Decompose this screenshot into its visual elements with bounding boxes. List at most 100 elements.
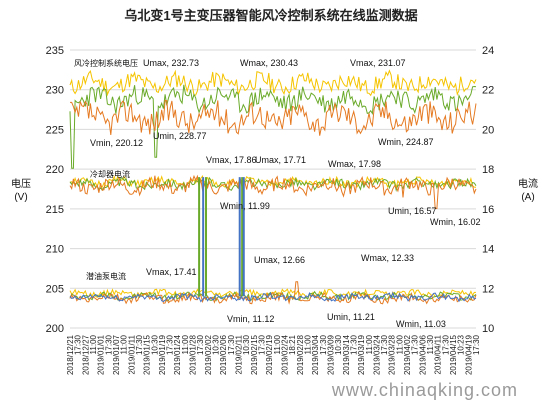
left-tick-label-1: 205	[46, 283, 64, 295]
x-tick-label-9: 17:30	[135, 334, 144, 355]
annotation-label-2: Vmax, 231.07	[350, 58, 406, 68]
x-tick-label-8: 2019/01/11	[127, 334, 136, 374]
x-tick-label-2: 2018/12/27	[81, 334, 90, 375]
annotation-label-1: Wmax, 230.43	[240, 58, 298, 68]
series-lines	[69, 69, 477, 305]
x-tick-label-10: 2019/01/15	[143, 334, 152, 375]
right-tick-label-6: 22	[482, 85, 494, 97]
series-voltage-u	[69, 69, 477, 97]
x-tick-label-18: 2019/02/02	[204, 334, 213, 375]
left-axis-ticks: 200 205 210 215 220 225 230 235	[46, 45, 64, 335]
x-tick-label-25: 17:30	[258, 334, 267, 355]
annotation-label-9: Wmin, 11.99	[220, 201, 270, 211]
x-tick-label-43: 11:00	[395, 334, 404, 354]
group-label-0: 风冷控制系统电压	[74, 58, 138, 68]
x-tick-label-27: 11:00	[273, 334, 282, 354]
x-tick-label-33: 17:30	[319, 334, 328, 355]
x-tick-label-20: 2019/02/06	[219, 334, 228, 375]
right-axis-label-top: 电流	[518, 177, 538, 190]
series-pump-blue	[69, 291, 477, 303]
x-tick-label-22: 2019/02/11	[235, 334, 244, 374]
x-tick-label-29: 18:21	[288, 334, 297, 355]
right-axis-label-bottom: (A)	[521, 192, 534, 203]
x-tick-label-4: 2019/01/01	[97, 334, 106, 375]
right-tick-label-5: 20	[482, 124, 494, 136]
chart-title: 乌北变1号主变压器智能风冷控制系统在线监测数据	[124, 8, 417, 23]
annotation-label-14: Wmax, 12.33	[361, 253, 414, 263]
annotation-label-0: Umax, 232.73	[143, 58, 199, 68]
x-tick-label-44: 2019/04/02	[403, 334, 412, 375]
x-tick-label-26: 2019/02/19	[265, 334, 274, 375]
x-tick-label-30: 2019/02/28	[296, 334, 305, 375]
left-tick-label-0: 200	[46, 323, 64, 335]
x-tick-label-53: 17:30	[472, 334, 481, 355]
right-tick-label-3: 16	[482, 204, 494, 216]
annotation-label-4: Umin, 228.77	[153, 131, 207, 141]
left-tick-label-5: 225	[46, 124, 64, 136]
left-axis-label-top: 电压	[11, 177, 31, 190]
x-tick-label-38: 2019/03/19	[357, 334, 366, 375]
x-tick-label-0: 2018/12/21	[66, 334, 75, 375]
series-pump-w	[69, 281, 477, 305]
annotation-label-7: Umax, 17.71	[255, 155, 306, 165]
x-tick-label-47: 11:30	[426, 334, 435, 354]
x-tick-label-46: 2019/04/06	[418, 334, 427, 375]
x-tick-label-16: 2019/01/28	[189, 334, 198, 375]
x-tick-label-49: 17:30	[441, 334, 450, 355]
x-tick-label-15: 11:00	[181, 334, 190, 354]
annotation-label-15: Vmin, 11.12	[227, 314, 274, 324]
x-tick-label-1: 17:30	[74, 334, 83, 355]
annotation-label-11: Wmin, 16.02	[430, 217, 481, 227]
x-tick-label-40: 2019/03/24	[372, 334, 381, 375]
x-tick-label-31: 11:00	[303, 334, 312, 354]
right-tick-label-4: 18	[482, 164, 494, 176]
group-label-2: 潜油泵电流	[86, 271, 126, 281]
annotation-label-12: Vmax, 17.41	[146, 267, 197, 277]
annotation-label-5: Wmin, 224.87	[378, 137, 434, 147]
x-tick-label-5: 17:30	[104, 334, 113, 355]
series-cooler-w	[69, 174, 477, 209]
watermark-text: www.chinaqking.com	[331, 380, 518, 400]
x-tick-label-3: 11:00	[89, 334, 98, 354]
left-tick-label-6: 230	[46, 85, 64, 97]
x-tick-label-21: 17:30	[227, 334, 236, 355]
x-tick-label-45: 17:30	[411, 334, 420, 355]
annotation-label-16: Umin, 11.21	[327, 312, 375, 322]
x-tick-label-39: 11:00	[365, 334, 374, 354]
left-tick-label-2: 210	[46, 244, 64, 256]
x-tick-label-7: 11:00	[120, 334, 129, 354]
x-tick-label-24: 2019/02/15	[250, 334, 259, 375]
annotation-label-17: Wmin, 11.03	[396, 319, 446, 329]
series-voltage-w	[70, 99, 477, 136]
annotation-label-13: Umax, 12.66	[254, 255, 305, 265]
group-label-1: 冷却器电流	[90, 169, 130, 179]
annotation-label-3: Vmin, 220.12	[90, 138, 143, 148]
x-tick-label-48: 2019/04/11	[434, 334, 443, 374]
right-tick-label-0: 10	[482, 323, 494, 335]
x-tick-label-17: 17:30	[196, 334, 205, 355]
annotations: Umax, 232.73 Wmax, 230.43 Vmax, 231.07 Vmin…	[74, 58, 481, 329]
x-tick-label-12: 2019/01/19	[158, 334, 167, 375]
annotation-label-10: Umin, 16.57	[388, 206, 437, 216]
x-tick-label-28: 2019/02/24	[280, 334, 289, 375]
x-tick-label-37: 17:30	[349, 334, 358, 355]
x-tick-label-41: 17:30	[380, 334, 389, 355]
right-tick-label-1: 12	[482, 283, 494, 295]
right-tick-label-2: 14	[482, 244, 494, 256]
x-tick-label-13: 17:30	[166, 334, 175, 355]
annotation-label-8: Wmax, 17.98	[328, 159, 381, 169]
left-tick-label-4: 220	[46, 164, 64, 176]
x-axis-ticks: 2018/12/2117:302018/12/2711:002019/01/01…	[66, 334, 481, 375]
x-tick-label-51: 10:23	[457, 334, 466, 355]
left-axis-label-bottom: (V)	[14, 192, 27, 203]
x-tick-label-34: 2019/03/09	[326, 334, 335, 375]
x-tick-label-6: 2019/01/07	[112, 334, 121, 375]
x-tick-label-14: 2019/01/24	[173, 334, 182, 375]
x-tick-label-50: 2019/04/15	[449, 334, 458, 375]
x-tick-label-35: 10:30	[334, 334, 343, 355]
annotation-label-6: Vmax, 17.86	[206, 155, 257, 165]
series-voltage-v	[69, 84, 477, 169]
